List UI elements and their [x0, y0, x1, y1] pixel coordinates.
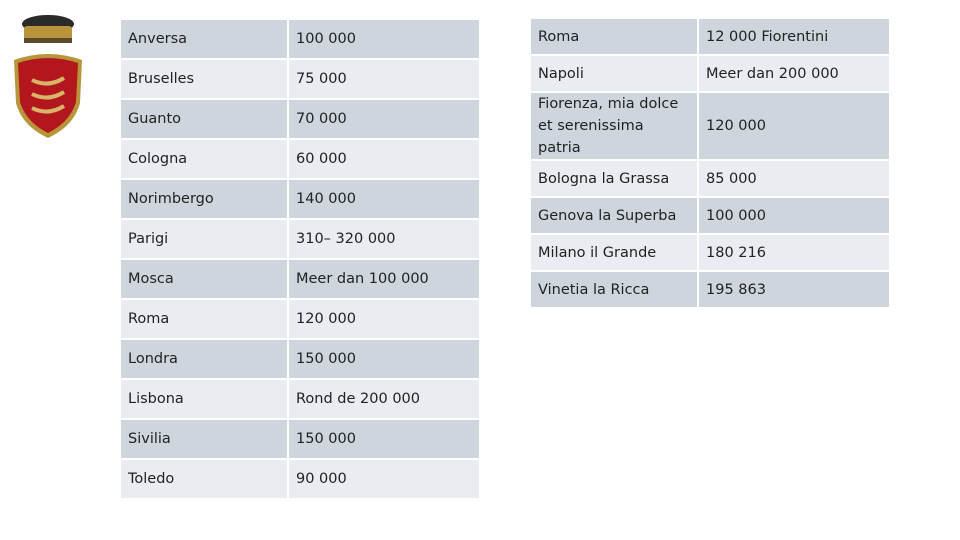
city-cell: Mosca	[119, 258, 289, 300]
city-cell: Guanto	[119, 98, 289, 140]
city-cell: Napoli	[529, 54, 699, 93]
table-row: Fiorenza, mia dolce et serenissima patri…	[529, 91, 891, 161]
population-cell: 120 000	[697, 91, 891, 161]
table-row: Sivilia 150 000	[119, 418, 481, 460]
population-cell: 60 000	[287, 138, 481, 180]
table-row: Toledo 90 000	[119, 458, 481, 500]
city-cell: Lisbona	[119, 378, 289, 420]
city-cell: Genova la Superba	[529, 196, 699, 235]
table-row: Anversa 100 000	[119, 18, 481, 60]
city-cell: Milano il Grande	[529, 233, 699, 272]
population-cell: 85 000	[697, 159, 891, 198]
city-cell: Bruselles	[119, 58, 289, 100]
table-row: Guanto 70 000	[119, 98, 481, 140]
cities-population-table-left: Anversa 100 000 Bruselles 75 000 Guanto 70 00…	[119, 18, 481, 500]
table-row: Londra 150 000	[119, 338, 481, 380]
table-row: Milano il Grande 180 216	[529, 233, 891, 272]
city-cell: Norimbergo	[119, 178, 289, 220]
population-cell: 70 000	[287, 98, 481, 140]
population-cell: 150 000	[287, 338, 481, 380]
population-cell: 100 000	[287, 18, 481, 60]
table-row: Parigi 310– 320 000	[119, 218, 481, 260]
population-cell: 75 000	[287, 58, 481, 100]
city-cell: Roma	[529, 17, 699, 56]
city-cell: Anversa	[119, 18, 289, 60]
table-row: Lisbona Rond de 200 000	[119, 378, 481, 420]
population-cell: 195 863	[697, 270, 891, 309]
population-cell: 180 216	[697, 233, 891, 272]
city-cell: Toledo	[119, 458, 289, 500]
table-row: Genova la Superba 100 000	[529, 196, 891, 235]
city-cell: Londra	[119, 338, 289, 380]
city-cell: Cologna	[119, 138, 289, 180]
table-row: Vinetia la Ricca 195 863	[529, 270, 891, 309]
population-cell: 12 000 Fiorentini	[697, 17, 891, 56]
city-cell: Roma	[119, 298, 289, 340]
table-row: Norimbergo 140 000	[119, 178, 481, 220]
population-cell: Meer dan 200 000	[697, 54, 891, 93]
table-row: Roma 120 000	[119, 298, 481, 340]
table-row: Cologna 60 000	[119, 138, 481, 180]
city-cell: Parigi	[119, 218, 289, 260]
table-row: Bologna la Grassa 85 000	[529, 159, 891, 198]
table-row: Bruselles 75 000	[119, 58, 481, 100]
population-cell: 140 000	[287, 178, 481, 220]
population-cell: 100 000	[697, 196, 891, 235]
city-cell: Sivilia	[119, 418, 289, 460]
coat-of-arms-icon	[14, 15, 82, 138]
city-cell: Vinetia la Ricca	[529, 270, 699, 309]
population-cell: 150 000	[287, 418, 481, 460]
table-row: Mosca Meer dan 100 000	[119, 258, 481, 300]
city-cell: Bologna la Grassa	[529, 159, 699, 198]
population-cell: 90 000	[287, 458, 481, 500]
city-cell: Fiorenza, mia dolce et serenissima patri…	[529, 91, 699, 161]
population-cell: Rond de 200 000	[287, 378, 481, 420]
population-cell: 310– 320 000	[287, 218, 481, 260]
population-cell: Meer dan 100 000	[287, 258, 481, 300]
table-row: Roma 12 000 Fiorentini	[529, 17, 891, 56]
italian-cities-table-right: Roma 12 000 Fiorentini Napoli Meer dan 200 …	[529, 17, 891, 309]
table-row: Napoli Meer dan 200 000	[529, 54, 891, 93]
population-cell: 120 000	[287, 298, 481, 340]
